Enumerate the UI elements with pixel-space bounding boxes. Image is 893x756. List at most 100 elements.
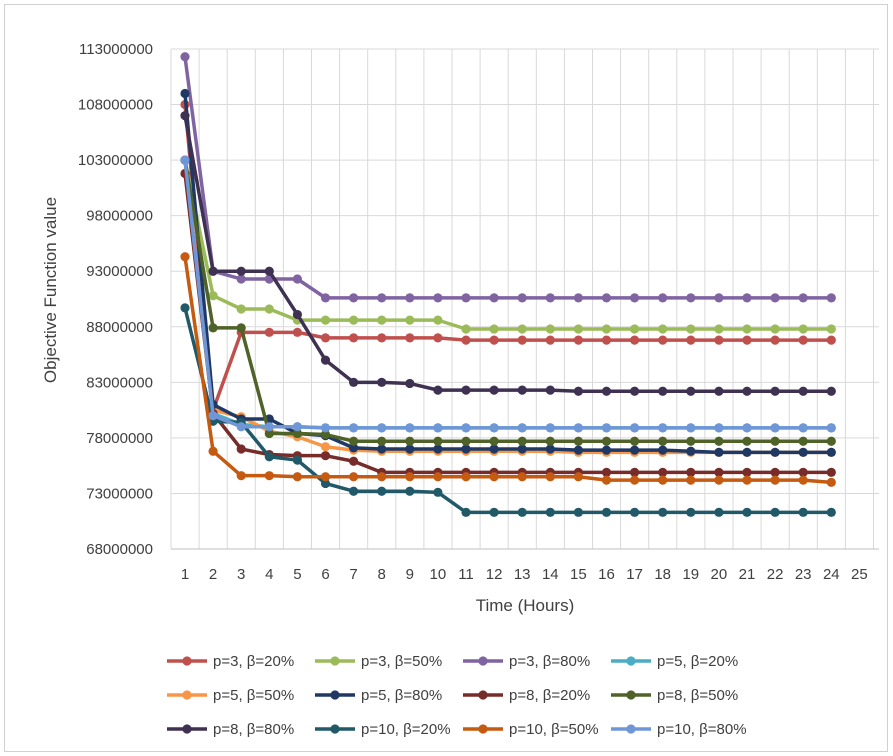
data-point	[658, 386, 668, 396]
data-point	[798, 467, 808, 477]
data-point	[461, 436, 471, 446]
data-point	[573, 423, 584, 433]
data-point	[714, 447, 724, 457]
data-point	[658, 293, 668, 303]
data-point	[349, 456, 359, 466]
x-tick-label: 14	[542, 566, 559, 583]
data-point	[320, 333, 331, 343]
data-point	[180, 52, 190, 62]
legend-item: p=10, β=20%	[315, 721, 451, 738]
data-point	[545, 423, 555, 433]
data-point	[601, 324, 612, 334]
data-point	[573, 293, 584, 303]
data-point	[630, 423, 640, 433]
x-tick-label: 15	[570, 566, 587, 583]
data-point	[826, 467, 836, 477]
data-point	[292, 428, 302, 439]
data-point	[349, 333, 359, 343]
legend-label: p=10, β=50%	[509, 721, 599, 738]
data-point	[461, 444, 471, 454]
data-point	[292, 274, 302, 284]
data-point	[742, 475, 752, 485]
data-point	[236, 422, 246, 432]
series-line	[183, 104, 832, 412]
data-point	[601, 467, 612, 477]
data-point	[826, 324, 836, 334]
data-point	[489, 335, 499, 345]
data-point	[180, 111, 190, 121]
series-3	[180, 52, 836, 303]
series-line	[183, 173, 832, 475]
data-point	[798, 293, 808, 303]
x-tick-label: 9	[406, 566, 414, 583]
data-point	[545, 436, 555, 446]
data-point	[377, 444, 387, 454]
data-point	[349, 315, 359, 325]
data-point	[742, 436, 752, 446]
x-tick-label: 10	[430, 566, 447, 583]
series-line	[183, 115, 832, 393]
data-point	[630, 324, 640, 334]
data-point	[545, 507, 555, 517]
data-point	[714, 475, 724, 485]
series-line	[183, 159, 832, 443]
data-point	[742, 467, 752, 477]
y-tick-label: 68000000	[86, 541, 153, 558]
data-point	[630, 445, 640, 455]
legend-item: p=10, β=80%	[611, 721, 747, 738]
legend-swatch-marker	[330, 656, 340, 666]
data-point	[489, 423, 499, 433]
data-point	[461, 472, 471, 482]
data-point	[798, 324, 808, 334]
data-point	[601, 386, 612, 396]
x-tick-label: 23	[795, 566, 812, 583]
data-point	[798, 447, 808, 457]
data-point	[208, 323, 218, 333]
data-point	[798, 507, 808, 517]
legend-item: p=8, β=50%	[611, 687, 738, 704]
data-point	[377, 315, 387, 325]
x-tick-label: 16	[598, 566, 615, 583]
x-axis-title: Time (Hours)	[476, 596, 575, 615]
legend-item: p=8, β=80%	[167, 721, 294, 738]
data-point	[517, 472, 527, 482]
data-point	[573, 507, 584, 517]
data-point	[826, 386, 836, 396]
x-tick-label: 22	[767, 566, 784, 583]
data-point	[742, 507, 752, 517]
legend-label: p=10, β=80%	[657, 721, 747, 738]
data-point	[573, 445, 584, 455]
data-point	[686, 475, 696, 485]
data-point	[826, 477, 836, 487]
data-point	[349, 486, 359, 496]
data-point	[770, 475, 780, 485]
data-point	[686, 467, 696, 477]
data-point	[180, 252, 190, 262]
x-tick-label: 17	[626, 566, 643, 583]
data-point	[377, 436, 387, 446]
data-point	[742, 423, 752, 433]
data-point	[826, 436, 836, 446]
data-point	[433, 423, 443, 433]
data-point	[292, 327, 302, 337]
legend-swatch-marker	[182, 724, 192, 734]
data-point	[320, 293, 331, 303]
data-point	[377, 486, 387, 496]
data-point	[433, 385, 443, 395]
data-point	[489, 472, 499, 482]
data-point	[798, 423, 808, 433]
data-point	[601, 475, 612, 485]
data-point	[826, 335, 836, 345]
data-point	[798, 436, 808, 446]
legend-swatch-marker	[478, 656, 488, 666]
data-point	[433, 487, 443, 497]
x-tick-label: 24	[823, 566, 840, 583]
data-point	[405, 315, 415, 325]
legend-swatch-marker	[626, 656, 636, 666]
legend-label: p=10, β=20%	[361, 721, 451, 738]
data-point	[236, 274, 246, 284]
x-tick-label: 4	[265, 566, 273, 583]
x-tick-label: 19	[682, 566, 699, 583]
data-point	[686, 324, 696, 334]
